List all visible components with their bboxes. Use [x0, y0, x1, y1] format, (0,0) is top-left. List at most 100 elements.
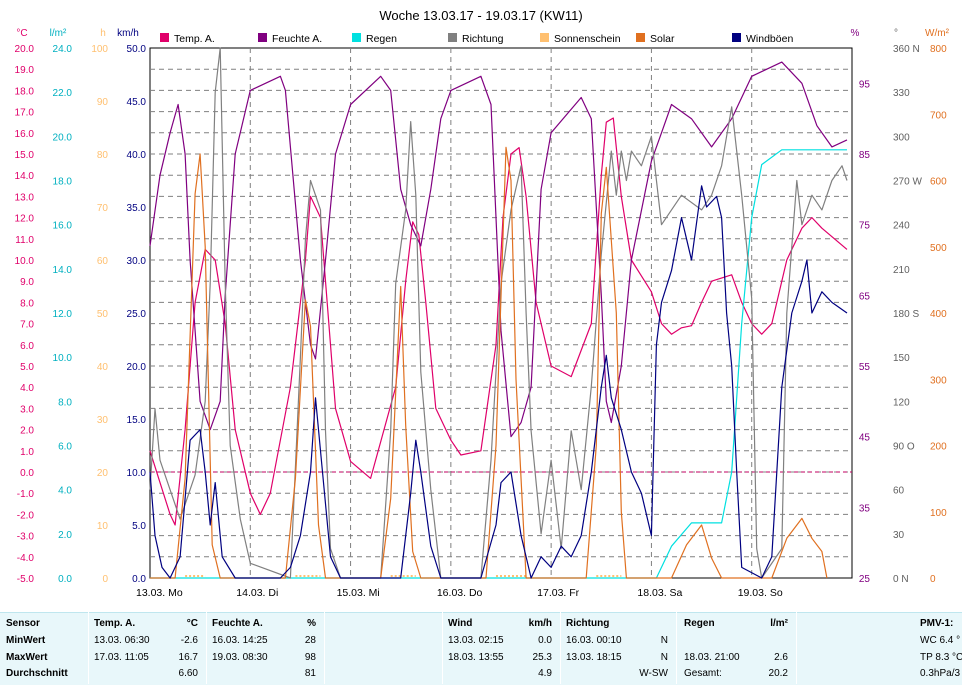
dir-tick-label: 360 N	[893, 44, 920, 55]
temp-tick-label: 6.0	[20, 341, 34, 352]
temp-tick-label: -4.0	[17, 553, 35, 564]
row-avg-label: Durchschnitt	[6, 668, 68, 679]
sun-tick-label: 70	[97, 203, 109, 214]
pmv-wc: WC 6.4 °	[920, 635, 961, 646]
temp-tick-label: 19.0	[15, 65, 35, 76]
temp-tick-label: -5.0	[17, 574, 35, 585]
rain-axis-unit: l/m²	[50, 28, 67, 39]
legend-label: Richtung	[462, 33, 504, 45]
legend-item-sonnenschein: Sonnenschein	[540, 33, 621, 45]
min-dir-time: 16.03. 00:10	[566, 635, 622, 646]
temp-tick-label: 2.0	[20, 426, 34, 437]
weather-chart: Woche 13.03.17 - 19.03.17 (KW11) Temp. A…	[15, 8, 950, 599]
dir-tick-label: 300	[893, 132, 910, 143]
day-label: 14.03. Di	[236, 587, 278, 599]
table-header-rain: Regen	[684, 618, 715, 629]
dir-tick-label: 330	[893, 88, 910, 99]
dir-tick-label: 0 N	[893, 574, 909, 585]
chart-title: Woche 13.03.17 - 19.03.17 (KW11)	[379, 8, 582, 23]
solar-tick-label: 700	[930, 110, 947, 121]
temp-tick-label: 8.0	[20, 298, 34, 309]
wind-tick-label: 10.0	[127, 468, 147, 479]
legend-label: Regen	[366, 33, 397, 45]
hum-tick-label: 25	[859, 574, 871, 585]
hum-axis-unit: %	[851, 28, 860, 39]
wind-tick-label: 20.0	[127, 362, 147, 373]
sun-tick-label: 10	[97, 521, 109, 532]
series-solar-line	[150, 146, 828, 579]
rain-tick-label: 0.0	[58, 574, 72, 585]
sun-tick-label: 40	[97, 362, 109, 373]
solar-tick-label: 100	[930, 508, 947, 519]
table-header-sensor: Sensor	[6, 618, 40, 629]
pmv-tp: TP 8.3 °C	[920, 652, 962, 663]
temp-tick-label: 17.0	[15, 108, 35, 119]
wind-tick-label: 50.0	[127, 44, 147, 55]
sun-tick-label: 0	[102, 574, 108, 585]
hum-tick-label: 75	[859, 221, 871, 232]
day-label: 19.03. So	[738, 587, 783, 599]
sun-tick-label: 90	[97, 97, 109, 108]
min-wind-val: 0.0	[538, 635, 552, 646]
dir-tick-label: 120	[893, 397, 910, 408]
dir-tick-label: 240	[893, 221, 910, 232]
wind-tick-label: 15.0	[127, 415, 147, 426]
temp-tick-label: 0.0	[20, 468, 34, 479]
dir-tick-label: 60	[893, 486, 905, 497]
solar-tick-label: 300	[930, 375, 947, 386]
rain-tick-label: 22.0	[53, 88, 73, 99]
rain-tick-label: 4.0	[58, 486, 72, 497]
wind-tick-label: 35.0	[127, 203, 147, 214]
dir-tick-label: 210	[893, 265, 910, 276]
min-temp-val: -2.6	[180, 635, 198, 646]
min-wind-time: 13.03. 02:15	[448, 635, 504, 646]
rain-tick-label: 12.0	[53, 309, 73, 320]
sun-tick-label: 100	[91, 44, 108, 55]
legend-item-richtung: Richtung	[448, 33, 504, 45]
dir-tick-label: 90 O	[893, 442, 915, 453]
rain-tick-label: 18.0	[53, 177, 73, 188]
temp-tick-label: 1.0	[20, 447, 34, 458]
wind-tick-label: 45.0	[127, 97, 147, 108]
avg-temp-val: 6.60	[178, 668, 198, 679]
table-header-wind-unit: km/h	[528, 618, 552, 629]
legend-swatch	[540, 33, 549, 42]
sun-tick-label: 60	[97, 256, 109, 267]
temp-tick-label: 15.0	[15, 150, 35, 161]
temp-tick-label: 4.0	[20, 383, 34, 394]
legend: Temp. A. Feuchte A. Regen Richtung Sonnensch…	[160, 33, 793, 45]
dir-axis-unit: °	[894, 28, 898, 39]
dir-tick-label: 270 W	[893, 177, 922, 188]
max-temp-time: 17.03. 11:05	[94, 652, 149, 663]
day-label: 17.03. Fr	[537, 587, 580, 599]
rain-tick-label: 24.0	[53, 44, 73, 55]
rain-tick-label: 14.0	[53, 265, 73, 276]
min-dir-val: N	[660, 635, 668, 646]
table-header-dir: Richtung	[566, 618, 610, 629]
temp-tick-label: 12.0	[15, 214, 35, 225]
hum-tick-label: 55	[859, 362, 871, 373]
day-label: 18.03. Sa	[637, 587, 682, 599]
temp-tick-label: 7.0	[20, 320, 34, 331]
series-regen-line	[150, 149, 847, 579]
rain-tick-label: 8.0	[58, 397, 72, 408]
temp-tick-label: 5.0	[20, 362, 34, 373]
max-rain-time: 18.03. 21:00	[684, 652, 740, 663]
rain-tick-label: 20.0	[53, 132, 73, 143]
solar-tick-label: 600	[930, 177, 947, 188]
temp-tick-label: 11.0	[15, 235, 34, 246]
wind-axis-unit: km/h	[117, 28, 139, 39]
wind-tick-label: 40.0	[127, 150, 147, 161]
avg-dir-val: W-SW	[639, 668, 668, 679]
dir-tick-label: 30	[893, 530, 905, 541]
temp-tick-label: 9.0	[20, 277, 34, 288]
solar-tick-label: 500	[930, 243, 947, 254]
axes: °C 20.0 19.0 18.0 17.0 16.0 15.0 14.0 13.0 12.0 11…	[15, 28, 950, 585]
max-wind-time: 18.03. 13:55	[448, 652, 504, 663]
pmv-hpa: 0.3hPa/3	[920, 668, 961, 679]
hum-tick-label: 85	[859, 150, 871, 161]
min-hum-time: 16.03. 14:25	[212, 635, 268, 646]
temp-tick-label: 18.0	[15, 86, 35, 97]
avg-rain-label: Gesamt:	[684, 668, 722, 679]
legend-label: Windböen	[746, 33, 793, 45]
